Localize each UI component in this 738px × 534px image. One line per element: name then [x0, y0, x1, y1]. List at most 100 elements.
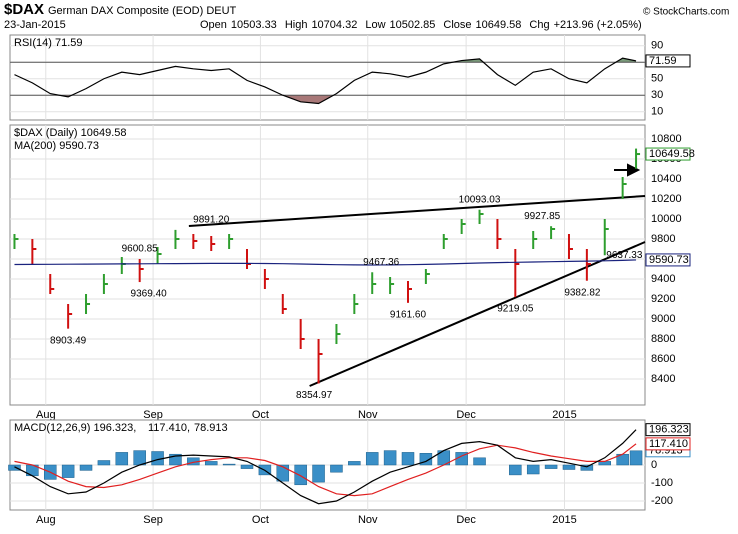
x-tick-label: 2015: [552, 514, 576, 526]
y-tick-label: 9400: [651, 273, 675, 285]
oversold-fill: [59, 95, 334, 104]
histogram-bar: [8, 464, 21, 471]
value-tag: [645, 253, 691, 267]
quote-value: 10503.33: [231, 19, 277, 31]
quote-value: 10649.58: [476, 19, 522, 31]
histogram-bar: [365, 452, 379, 466]
value-tag-label: 10649.58: [649, 148, 695, 160]
histogram-bar: [312, 464, 325, 483]
quote-label: High: [285, 19, 308, 31]
x-tick-label: Dec: [456, 409, 476, 421]
price-annotation: 9927.85: [524, 211, 561, 222]
y-tick-label: 9200: [651, 293, 675, 305]
x-tick-label: Oct: [252, 514, 269, 526]
price-annotation: 9467.36: [363, 257, 400, 268]
quote-value: 10704.32: [311, 19, 357, 31]
quote: Open 10503.33 High 10704.32 Low 10502.85 Close…: [200, 19, 642, 31]
date: 23-Jan-2015: [4, 19, 66, 31]
legend-entry: $DAX (Daily) 10649.58: [14, 127, 127, 139]
histogram-bar: [169, 453, 182, 466]
legend-entry: 117.410,: [148, 422, 190, 434]
legend-entry: 78.913: [194, 422, 228, 434]
value-tag: [645, 54, 691, 68]
price-annotation: 9637.33: [606, 250, 643, 261]
price-annotation: 8354.97: [296, 390, 333, 401]
y-tick-label: 8800: [651, 333, 675, 345]
price-annotation: 9161.60: [390, 309, 427, 320]
value-tag-label: 71.59: [649, 55, 677, 67]
quote-value: +213.96 (+2.05%): [554, 19, 642, 31]
series-line: [14, 57, 637, 105]
x-tick-label: Aug: [36, 409, 56, 421]
histogram-bar: [580, 464, 594, 471]
y-tick-label: 10: [651, 106, 663, 118]
price-annotation: 9219.05: [497, 304, 534, 315]
symbol: $DAX: [4, 1, 44, 18]
arrow: [614, 163, 641, 177]
value-tag: [645, 437, 691, 451]
y-tick-label: -100: [651, 477, 673, 489]
histogram-bar: [222, 463, 236, 466]
x-tick-label: Sep: [143, 409, 163, 421]
security-name: German DAX Composite (EOD) DEUT: [48, 5, 237, 17]
y-tick-label: 9800: [651, 233, 675, 245]
histogram-bar: [544, 464, 558, 469]
y-tick-label: 30: [651, 89, 663, 101]
quote-label: Close: [443, 19, 471, 31]
histogram-bar: [348, 461, 361, 466]
price-annotation: 9382.82: [564, 287, 601, 298]
x-tick-label: Aug: [36, 514, 56, 526]
histogram-bar: [133, 450, 146, 466]
price-annotation: 10093.03: [459, 194, 501, 205]
histogram-bar: [330, 464, 343, 473]
histogram-bar: [61, 464, 75, 478]
quote-label: Low: [365, 19, 385, 31]
histogram-bar: [383, 450, 397, 466]
series-line: [14, 443, 637, 497]
histogram-bar: [115, 452, 129, 466]
value-tag-label: 117.410: [649, 438, 688, 450]
histogram-bar: [276, 464, 290, 482]
y-tick-label: 8600: [651, 353, 675, 365]
overbought-fill: [14, 58, 637, 63]
histogram-bar: [473, 457, 486, 466]
value-tag-label: 9590.73: [649, 254, 689, 266]
legend-entry: MACD(12,26,9) 196.323,: [14, 422, 136, 434]
price-annotation: 9891.20: [193, 215, 230, 226]
price-annotation: 8903.49: [50, 335, 87, 346]
trendline: [188, 195, 646, 227]
quote-label: Open: [200, 19, 227, 31]
histogram-bar: [629, 450, 643, 466]
price-annotation: 9369.40: [131, 289, 168, 300]
histogram-bar: [240, 464, 254, 469]
y-tick-label: 10200: [651, 193, 682, 205]
y-tick-label: 50: [651, 73, 663, 85]
y-tick-label: 8400: [651, 373, 675, 385]
value-tag: [645, 423, 691, 437]
quote-line: Open 10503.33 High 10704.32 Low 10502.85 Close…: [200, 19, 642, 31]
y-tick-label: 10000: [651, 213, 682, 225]
histogram-bar: [562, 464, 576, 470]
x-tick-label: Dec: [456, 514, 476, 526]
quote-label: Chg: [529, 19, 549, 31]
histogram-bar: [526, 464, 540, 475]
price-annotation: 9600.85: [122, 244, 159, 255]
histogram-bar: [294, 464, 307, 486]
panel-frame: [9, 34, 646, 121]
y-tick-label: 10400: [651, 173, 682, 185]
histogram-bar: [79, 464, 93, 471]
y-tick-label: 90: [651, 40, 663, 52]
copyright: © StockCharts.com: [643, 7, 729, 18]
y-tick-label: 0: [651, 459, 657, 471]
value-tag-label: 196.323: [649, 424, 689, 436]
histogram-bar: [401, 452, 415, 466]
trendline: [309, 241, 646, 387]
y-tick-label: 9000: [651, 313, 675, 325]
histogram-bar: [419, 453, 433, 466]
y-tick-label: -200: [651, 495, 673, 507]
y-tick-label: 10800: [651, 133, 682, 145]
panel-frame: [9, 124, 646, 406]
histogram-bar: [97, 460, 111, 466]
x-tick-label: 2015: [552, 409, 576, 421]
